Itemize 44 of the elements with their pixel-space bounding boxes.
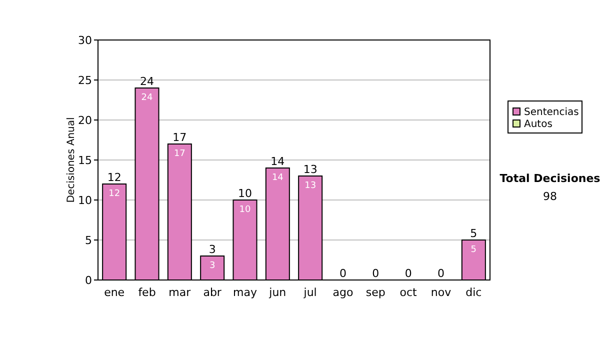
y-tick-label: 10 xyxy=(78,194,92,207)
data-label: 12 xyxy=(108,189,120,199)
x-tick-label: abr xyxy=(203,286,222,299)
x-tick-label: jun xyxy=(268,286,286,299)
x-tick-label: jul xyxy=(302,286,317,299)
total-label: 24 xyxy=(140,75,154,88)
x-tick-label: oct xyxy=(400,286,418,299)
x-tick-label: nov xyxy=(430,286,452,299)
x-tick-label: feb xyxy=(138,286,156,299)
text: 98 xyxy=(543,190,557,203)
total-label: 14 xyxy=(270,155,285,168)
total-label: 13 xyxy=(303,163,318,176)
legend-label: Sentencias xyxy=(524,107,579,118)
total-label: 12 xyxy=(107,171,122,184)
x-tick-label: dic xyxy=(466,286,482,299)
data-label: 10 xyxy=(239,205,251,215)
y-axis-title: Decisiones Anual xyxy=(66,117,77,203)
y-tick-label: 20 xyxy=(78,114,92,127)
y-tick-label: 0 xyxy=(85,274,92,287)
total-label: 10 xyxy=(238,187,252,200)
data-label: 14 xyxy=(272,173,284,183)
x-tick-label: ago xyxy=(332,286,354,299)
y-tick-label: 30 xyxy=(78,34,92,47)
x-tick-label: sep xyxy=(366,286,386,299)
x-tick-label: may xyxy=(233,286,258,299)
total-label: 0 xyxy=(340,267,346,280)
data-label: 13 xyxy=(304,181,316,191)
total-label: 5 xyxy=(470,227,478,240)
y-tick-label: 25 xyxy=(78,74,92,87)
data-label: 5 xyxy=(470,245,477,255)
total-label: 17 xyxy=(172,131,187,144)
y-tick-label: 5 xyxy=(85,234,92,247)
data-label: 24 xyxy=(141,93,153,103)
total-label: 0 xyxy=(438,267,444,280)
x-tick-label: mar xyxy=(168,286,192,299)
text: Total Decisiones xyxy=(500,172,600,185)
total-label: 0 xyxy=(404,267,412,280)
y-tick-label: 15 xyxy=(78,154,92,167)
data-label: 17 xyxy=(174,149,186,159)
total-label: 0 xyxy=(372,267,380,280)
x-tick-label: ene xyxy=(104,286,125,299)
total-label: 3 xyxy=(208,243,216,256)
legend-label: Autos xyxy=(524,119,552,130)
data-label: 3 xyxy=(209,261,216,271)
